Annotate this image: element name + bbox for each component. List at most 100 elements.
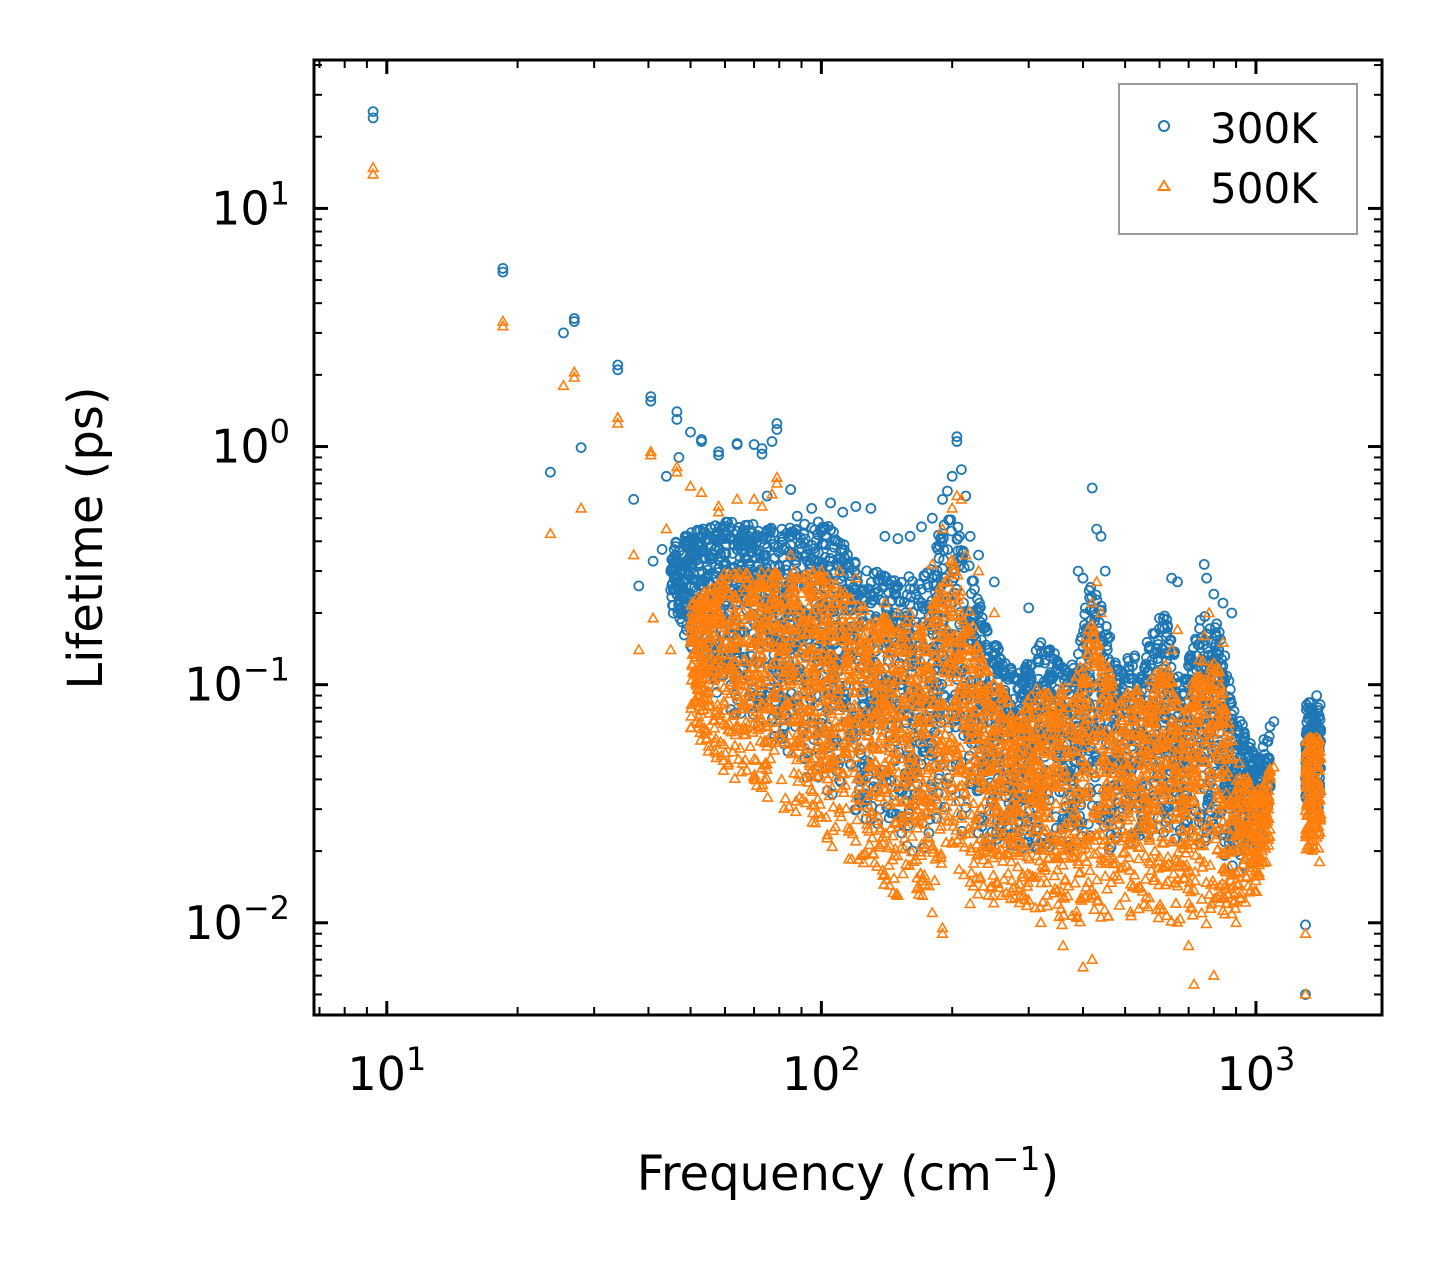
point-300k — [682, 537, 693, 548]
point-300k — [733, 582, 745, 594]
point-500k — [1057, 801, 1070, 813]
point-500k — [878, 756, 892, 768]
point-500k — [1098, 729, 1112, 741]
point-300k — [825, 497, 836, 509]
point-300k — [743, 542, 755, 554]
point-500k — [774, 686, 788, 698]
point-300k — [1301, 704, 1312, 716]
point-500k — [1196, 654, 1209, 666]
point-500k — [903, 740, 916, 752]
point-500k — [1171, 879, 1184, 891]
point-300k — [806, 502, 818, 514]
point-300k — [674, 561, 685, 573]
point-300k — [892, 533, 904, 545]
point-300k — [1149, 628, 1161, 639]
point-500k — [698, 620, 711, 632]
point-500k — [987, 743, 1000, 755]
point-500k — [866, 831, 879, 843]
point-500k — [1114, 834, 1127, 846]
point-500k — [912, 658, 925, 670]
point-500k — [751, 629, 764, 641]
point-300k — [568, 316, 580, 327]
point-300k — [1225, 696, 1236, 708]
point-500k — [764, 728, 778, 740]
point-300k — [1021, 659, 1033, 670]
point-500k — [995, 692, 1009, 704]
point-300k — [818, 538, 829, 550]
point-300k — [1023, 602, 1035, 614]
point-500k — [815, 614, 828, 626]
point-300k — [1217, 597, 1229, 609]
point-300k — [798, 537, 810, 549]
point-300k — [1005, 662, 1017, 674]
point-500k — [1114, 713, 1128, 725]
point-500k — [874, 671, 888, 683]
point-500k — [1058, 794, 1071, 806]
point-300k — [861, 565, 873, 577]
point-300k — [932, 543, 944, 555]
point-500k — [842, 824, 855, 836]
point-500k — [1074, 690, 1088, 702]
point-500k — [852, 599, 865, 611]
point-300k — [800, 548, 812, 560]
point-300k — [802, 633, 814, 645]
point-500k — [837, 786, 850, 798]
point-500k — [991, 799, 1004, 811]
point-500k — [939, 752, 952, 764]
point-500k — [1148, 871, 1161, 883]
point-300k — [1194, 623, 1205, 634]
point-500k — [865, 789, 878, 801]
point-300k — [731, 439, 743, 450]
point-300k — [367, 106, 379, 117]
point-500k — [978, 664, 992, 676]
point-300k — [1268, 716, 1280, 727]
point-300k — [1310, 711, 1321, 723]
point-300k — [815, 526, 827, 538]
point-300k — [712, 563, 724, 575]
point-500k — [721, 586, 735, 598]
point-500k — [1162, 664, 1176, 676]
points-layer — [366, 106, 1327, 1000]
point-300k — [714, 521, 725, 533]
point-500k — [1189, 848, 1202, 860]
point-300k — [671, 406, 683, 418]
point-300k — [1075, 656, 1087, 668]
point-500k — [1015, 870, 1029, 882]
point-300k — [923, 581, 934, 593]
point-300k — [1257, 741, 1269, 753]
point-300k — [671, 413, 683, 425]
point-300k — [756, 443, 768, 455]
point-500k — [708, 721, 721, 733]
point-500k — [1135, 756, 1149, 768]
point-500k — [943, 716, 956, 728]
point-300k — [973, 603, 985, 615]
point-500k — [1186, 908, 1199, 920]
point-300k — [937, 533, 949, 544]
point-500k — [949, 795, 962, 807]
point-500k — [826, 824, 840, 836]
point-500k — [718, 703, 732, 715]
point-500k — [1080, 855, 1093, 867]
point-300k — [904, 530, 916, 542]
point-500k — [786, 623, 799, 635]
point-500k — [760, 771, 773, 783]
point-300k — [999, 670, 1010, 681]
point-300k — [773, 559, 785, 571]
point-300k — [799, 518, 810, 530]
point-300k — [952, 533, 963, 545]
point-300k — [832, 536, 844, 548]
point-300k — [973, 549, 984, 561]
point-300k — [1057, 669, 1069, 681]
point-300k — [817, 524, 829, 535]
point-300k — [1068, 662, 1079, 674]
point-500k — [724, 687, 738, 699]
point-300k — [919, 570, 931, 582]
point-300k — [1250, 767, 1262, 779]
point-300k — [723, 532, 735, 544]
point-500k — [979, 705, 992, 717]
point-500k — [846, 827, 859, 839]
point-500k — [781, 737, 795, 749]
point-500k — [744, 740, 757, 752]
point-300k — [766, 436, 778, 447]
